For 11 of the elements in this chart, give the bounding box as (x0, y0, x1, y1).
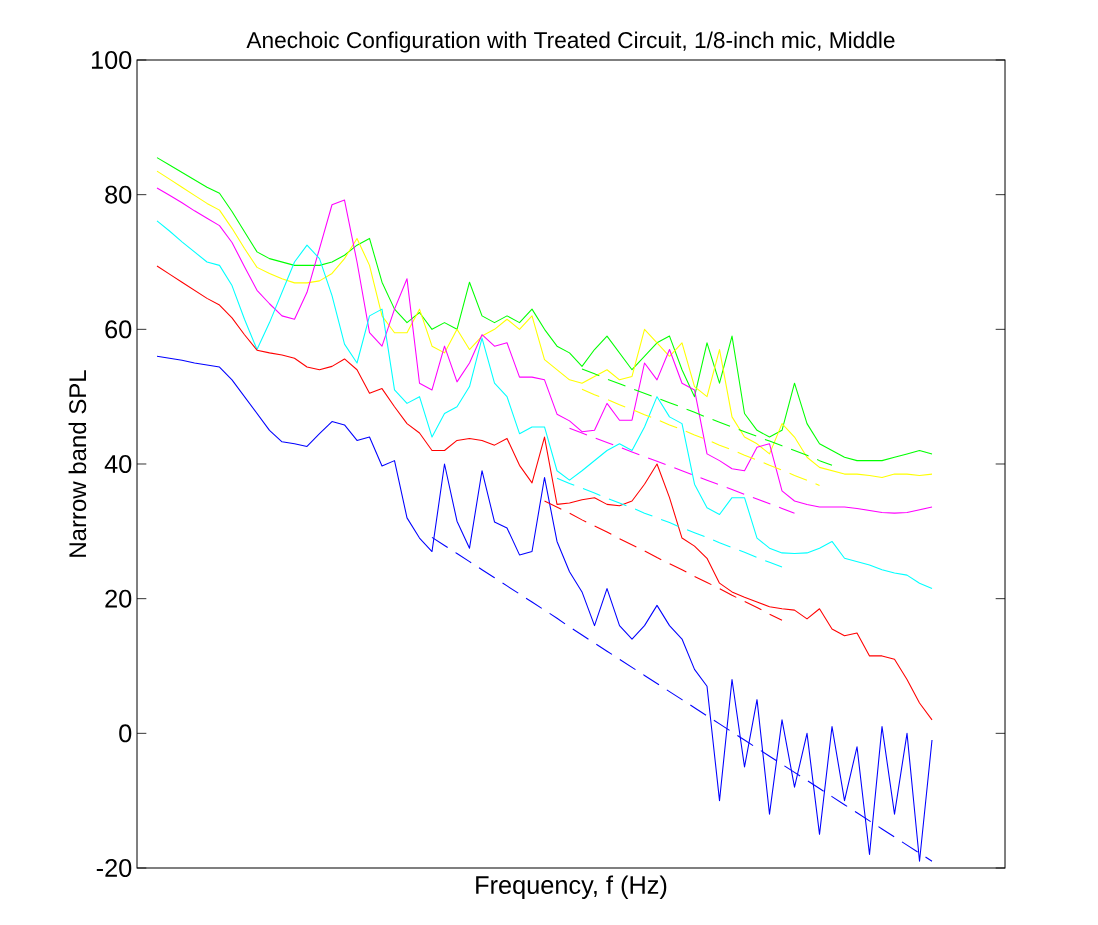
y-tick-label: 80 (105, 185, 132, 204)
line-series (581, 388, 821, 487)
y-tick-label: 20 (105, 589, 132, 608)
y-axis-title: Narrow band SPL (68, 370, 87, 557)
y-tick-label: 60 (105, 320, 132, 339)
x-axis-title: Frequency, f (Hz) (476, 875, 667, 899)
y-tick-label: -20 (96, 859, 132, 877)
y-tick-label: 40 (104, 455, 132, 473)
y-tick-label: 0 (119, 724, 132, 743)
y-tick-label: 100 (91, 51, 132, 69)
chart-title: Anechoic Configuration with Treated Circuit, 1/8-inch mic, Middle (246, 31, 895, 53)
